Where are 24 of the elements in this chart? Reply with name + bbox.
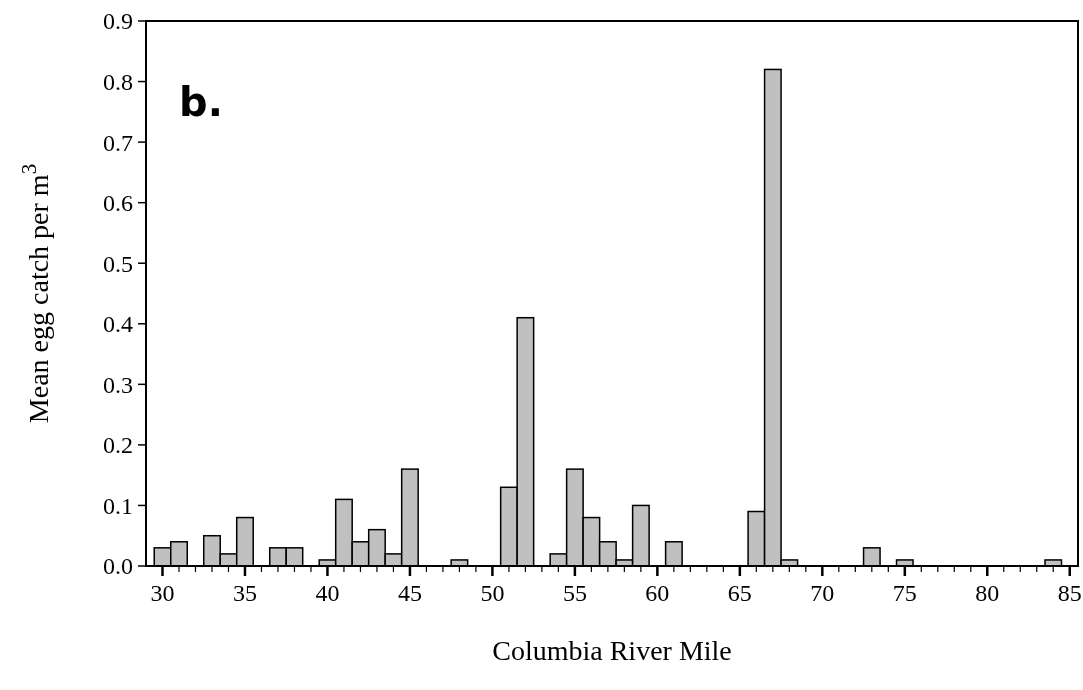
y-tick-label: 0.6 [103,190,133,217]
x-tick-label: 45 [397,580,422,606]
y-tick-label: 0.1 [103,492,133,519]
x-tick-label: 70 [810,580,835,606]
x-tick-label: 65 [727,580,752,606]
y-tick-label: 0.4 [103,311,133,338]
x-tick-label: 80 [975,580,1000,606]
y-tick-label: 0.2 [103,432,133,459]
x-tick-label: 75 [892,580,917,606]
x-tick-label: 40 [315,580,340,606]
x-tick-label: 35 [232,580,257,606]
annotation: b. [179,79,223,125]
y-tick-label: 0.5 [103,250,133,277]
x-tick-label: 55 [562,580,587,606]
y-tick-label: 0.8 [103,68,133,95]
x-tick-label: 85 [1057,580,1082,606]
y-tick-label: 0.3 [103,371,133,398]
y-tick-label: 0.7 [103,129,133,156]
y-tick-label: 0.9 [103,8,133,35]
x-tick-label: 50 [480,580,505,606]
y-tick-label: 0.0 [103,553,133,580]
x-tick-label: 60 [645,580,670,606]
x-axis-title: Columbia River Mile [492,635,732,666]
x-tick-label: 30 [150,580,175,606]
